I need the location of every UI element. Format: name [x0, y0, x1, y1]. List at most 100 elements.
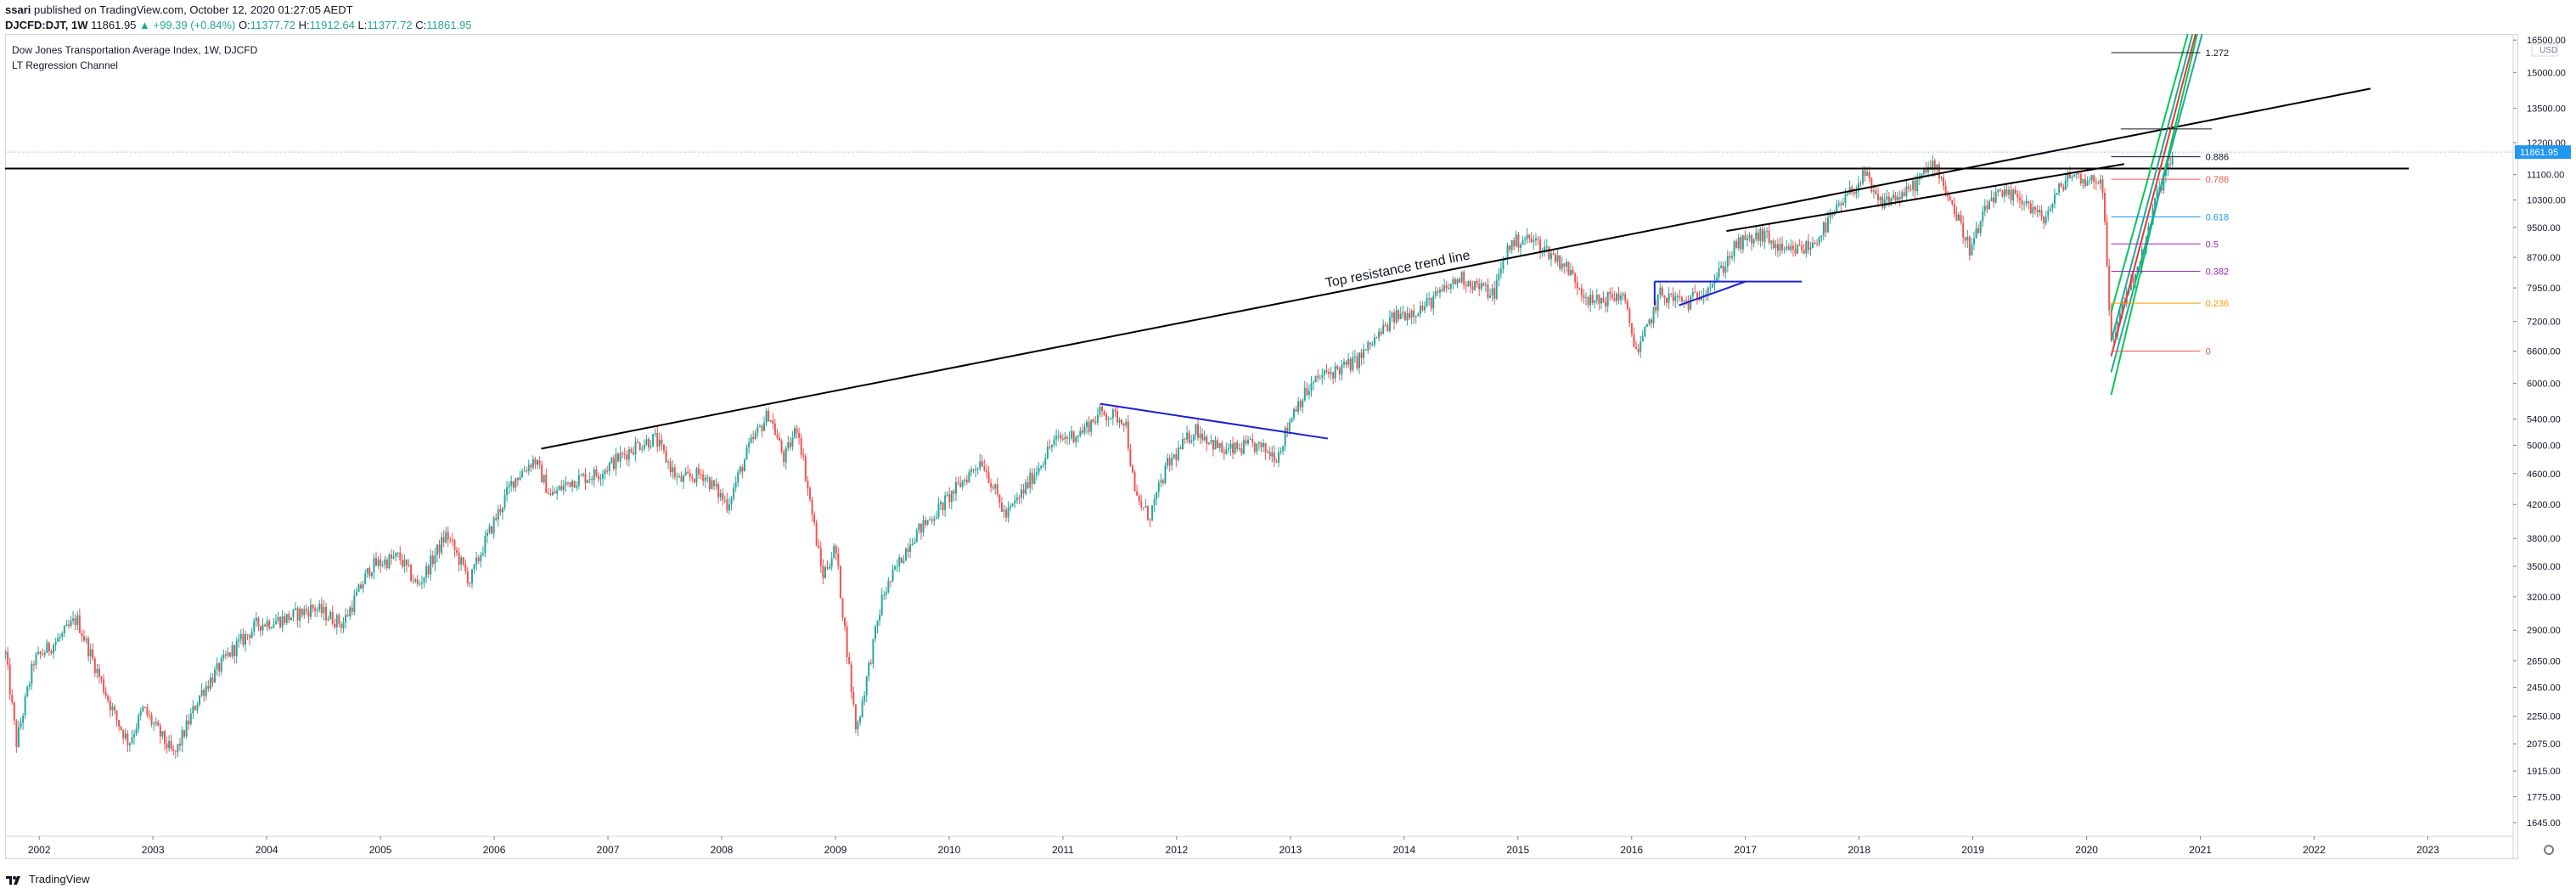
settings-gear-icon[interactable]	[2544, 845, 2554, 855]
candle-body	[222, 654, 225, 659]
candle-body	[1369, 342, 1371, 346]
candle-body	[1544, 246, 1546, 252]
candle-body	[43, 653, 46, 655]
candle-body	[708, 477, 711, 490]
candle-body	[1011, 503, 1014, 506]
candle-body	[1060, 435, 1062, 439]
candle-body	[1598, 295, 1600, 304]
candle-body	[748, 442, 751, 447]
candle-body	[728, 504, 730, 511]
candle-body	[253, 621, 256, 632]
candle-body	[1907, 186, 1910, 189]
price-tick-label: 3500.00	[2527, 562, 2561, 572]
candle-body	[1635, 346, 1638, 350]
candle-body	[765, 410, 768, 424]
author-name[interactable]: ssari	[5, 3, 31, 16]
candle-body	[1825, 222, 1827, 233]
fib-level-label: 1.272	[2206, 48, 2230, 59]
candle-body	[741, 466, 744, 472]
candle-body	[295, 608, 297, 610]
candle-body	[1476, 280, 1478, 284]
candle-body	[1979, 221, 1982, 233]
time-tick-label: 2012	[1166, 844, 1189, 856]
candle-body	[543, 475, 545, 483]
candle-body	[1763, 231, 1766, 242]
candle-body	[1731, 256, 1734, 258]
candle-body	[2008, 189, 2011, 195]
price-tick-label: 2650.00	[2527, 656, 2561, 666]
candle-body	[2023, 203, 2026, 205]
candle-body	[1711, 284, 1713, 288]
candle-body	[1161, 480, 1164, 484]
last-price: 11861.95	[91, 19, 137, 31]
candle-body	[1613, 298, 1616, 301]
candle-body	[449, 539, 452, 541]
currency-label: USD	[2539, 46, 2557, 55]
candle-body	[972, 469, 975, 470]
candle-body	[495, 518, 498, 520]
candle-body	[737, 472, 740, 483]
candle-body	[2095, 182, 2097, 183]
candle-body	[445, 531, 447, 543]
symbol-label: DJCFD:DJT, 1W	[5, 19, 88, 31]
price-tick-label: 6000.00	[2527, 380, 2561, 390]
candle-body	[1855, 191, 1858, 194]
candle-body	[475, 557, 478, 565]
footer-brand[interactable]: TradingView	[29, 873, 90, 886]
wedge-line-2011	[1100, 402, 1329, 440]
candle-body	[375, 558, 378, 566]
candle-body	[1499, 269, 1502, 274]
chart-pane[interactable]	[5, 34, 2518, 859]
candle-body	[1319, 378, 1321, 380]
candle-body	[824, 567, 826, 578]
candle-body	[1591, 295, 1594, 303]
candle-body	[937, 504, 940, 518]
candle-body	[1402, 312, 1404, 314]
time-tick-label: 2018	[1848, 844, 1870, 856]
candle-body	[323, 606, 325, 614]
candle-body	[1670, 293, 1673, 295]
candle-body	[2047, 211, 2050, 217]
candle-body	[627, 449, 630, 460]
candle-body	[2079, 174, 2082, 183]
candle-body	[1986, 205, 1988, 210]
candle-body	[320, 604, 323, 614]
candle-body	[2036, 210, 2039, 213]
candle-body	[933, 519, 936, 521]
candle-body	[1809, 247, 1812, 250]
time-tick-label: 2021	[2189, 844, 2212, 856]
candle-body	[883, 594, 886, 596]
candle-body	[1310, 383, 1313, 391]
tradingview-logo-icon[interactable]	[5, 874, 24, 886]
candle-body	[1302, 400, 1304, 408]
candle-body	[1467, 281, 1470, 287]
indicator-label[interactable]: LT Regression Channel	[12, 59, 118, 71]
candle-body	[715, 484, 717, 486]
candle-body	[576, 486, 578, 488]
candle-body	[953, 491, 955, 494]
candle-body	[898, 557, 901, 566]
candle-body	[1251, 439, 1254, 443]
candle-body	[1663, 295, 1666, 298]
candle-body	[183, 730, 186, 737]
candle-body	[1665, 297, 1668, 303]
current-price-tag-label: 11861.95	[2520, 148, 2558, 158]
candle-body	[1563, 263, 1566, 267]
candle-body	[2029, 203, 2032, 214]
candle-body	[194, 706, 196, 711]
candle-body	[706, 477, 709, 479]
candle-body	[1321, 374, 1324, 379]
candle-body	[2040, 210, 2043, 217]
candle-body	[1356, 356, 1358, 368]
candle-body	[1449, 284, 1452, 290]
candle-body	[554, 492, 556, 494]
candle-body	[8, 664, 11, 695]
candle-body	[2101, 179, 2104, 194]
candle-body	[1122, 424, 1125, 426]
candle-body	[1862, 170, 1865, 183]
price-change: ▲ +99.39 (+0.84%)	[139, 19, 236, 31]
candle-body	[453, 540, 456, 550]
candle-body	[1805, 241, 1808, 254]
candle-body	[13, 702, 15, 721]
